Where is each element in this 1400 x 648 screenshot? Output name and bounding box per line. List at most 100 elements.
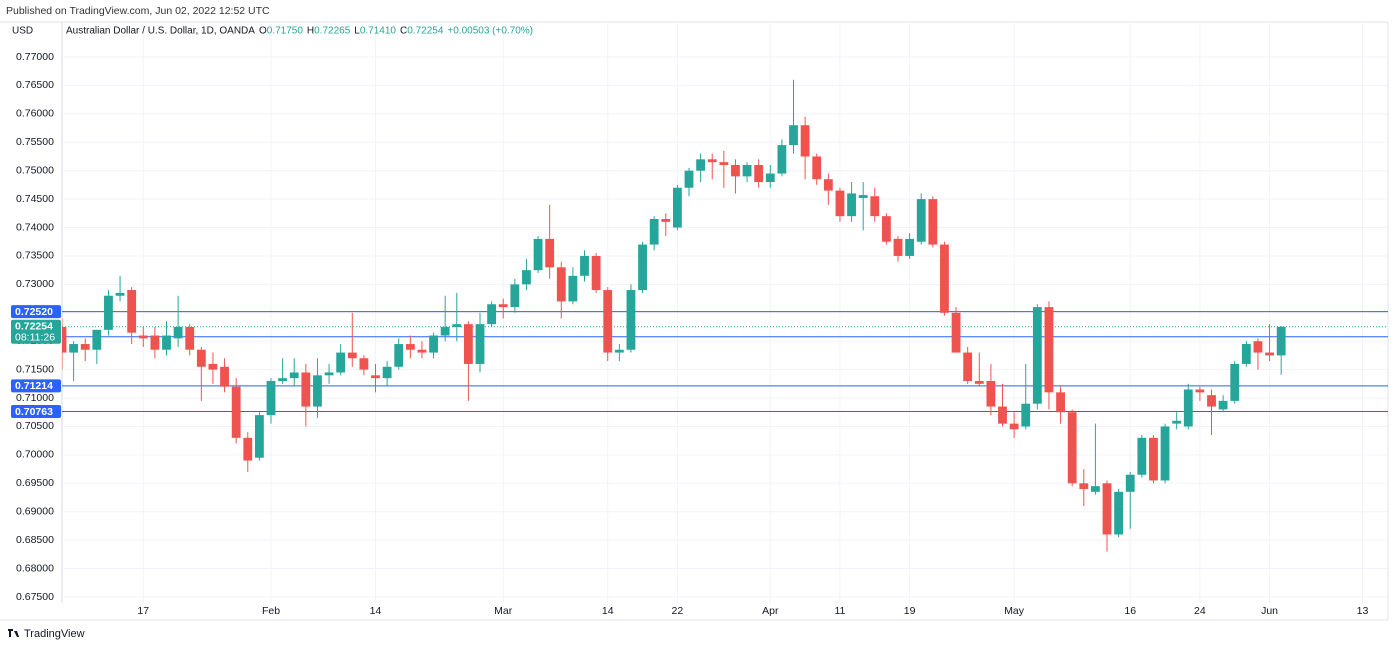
candle-body bbox=[347, 352, 357, 359]
candle-body bbox=[812, 156, 822, 180]
ohlc-value: 0.71750 bbox=[267, 26, 304, 37]
candle-body bbox=[638, 244, 647, 291]
candle-body bbox=[127, 290, 137, 333]
candle-body bbox=[916, 199, 926, 242]
candle-body bbox=[104, 295, 113, 330]
candle-body bbox=[173, 326, 183, 339]
candle-body bbox=[998, 406, 1007, 424]
candle-body bbox=[626, 290, 636, 350]
x-tick-label: Apr bbox=[762, 605, 779, 617]
candle-body bbox=[1218, 400, 1228, 410]
candle-body bbox=[893, 238, 903, 256]
level-label-box bbox=[11, 305, 61, 319]
candle-body bbox=[603, 290, 613, 353]
x-tick-label: 22 bbox=[672, 605, 684, 617]
candle-body bbox=[196, 349, 206, 367]
level-label-box bbox=[11, 405, 61, 419]
candle-body bbox=[185, 326, 195, 350]
candle-body bbox=[1207, 395, 1216, 407]
y-tick-label: 0.74000 bbox=[16, 221, 54, 233]
candle-body bbox=[533, 238, 543, 271]
candle-body bbox=[1079, 483, 1089, 489]
x-tick-label: 14 bbox=[370, 605, 382, 617]
y-tick-label: 0.73000 bbox=[16, 278, 54, 290]
x-tick-label: 24 bbox=[1194, 605, 1206, 617]
x-tick-label: 13 bbox=[1357, 605, 1369, 617]
ohlc-key: H bbox=[307, 26, 314, 37]
candle-body bbox=[835, 190, 845, 217]
candle-body bbox=[951, 312, 961, 353]
candle-body bbox=[405, 344, 415, 350]
last-price-label: 0.72254 bbox=[15, 321, 53, 333]
candle-body bbox=[1044, 307, 1054, 393]
y-tick-label: 0.70500 bbox=[16, 420, 54, 432]
candle-body bbox=[789, 125, 798, 146]
candle-body bbox=[1067, 412, 1077, 484]
y-tick-label: 0.71500 bbox=[16, 363, 54, 375]
y-tick-label: 0.77000 bbox=[16, 51, 54, 63]
x-tick-label: Jun bbox=[1261, 605, 1278, 617]
ohlc-key: L bbox=[354, 26, 360, 37]
candle-body bbox=[1195, 389, 1205, 393]
candle-body bbox=[62, 326, 67, 353]
candle-body bbox=[162, 335, 171, 350]
candle-body bbox=[963, 352, 973, 381]
candle-body bbox=[69, 344, 79, 353]
y-tick-label: 0.75000 bbox=[16, 164, 54, 176]
level-label: 0.70763 bbox=[15, 406, 53, 418]
candle-body bbox=[672, 187, 682, 228]
x-tick-label: 14 bbox=[602, 605, 614, 617]
candle-body bbox=[371, 375, 380, 379]
candle-body bbox=[1114, 491, 1124, 535]
candle-body bbox=[510, 284, 520, 308]
candle-body bbox=[359, 358, 369, 370]
x-tick-label: 16 bbox=[1124, 605, 1136, 617]
candle-body bbox=[731, 165, 740, 177]
candle-body bbox=[452, 324, 462, 327]
candle-body bbox=[475, 324, 485, 364]
candle-body bbox=[1056, 392, 1065, 413]
candle-body bbox=[974, 380, 984, 384]
candle-body bbox=[313, 375, 322, 407]
candle-body bbox=[1021, 403, 1031, 427]
candle-body bbox=[1032, 307, 1042, 404]
candle-body bbox=[336, 352, 346, 373]
candle-body bbox=[847, 193, 856, 217]
candle-body bbox=[1102, 483, 1112, 535]
candle-body bbox=[1160, 426, 1170, 481]
candle-body bbox=[80, 344, 90, 350]
candle-body bbox=[301, 372, 311, 407]
candle-body bbox=[614, 349, 624, 353]
candle-body bbox=[800, 125, 810, 157]
candle-body bbox=[429, 335, 438, 353]
y-tick-label: 0.70000 bbox=[16, 449, 54, 461]
y-tick-label: 0.69500 bbox=[16, 477, 54, 489]
candle-body bbox=[1009, 423, 1019, 430]
candle-body bbox=[266, 380, 276, 416]
candle-body bbox=[1125, 474, 1135, 492]
y-tick-label: 0.76500 bbox=[16, 79, 54, 91]
y-tick-label: 0.68000 bbox=[16, 562, 54, 574]
candle-body bbox=[696, 159, 706, 171]
candle-body bbox=[777, 145, 787, 174]
candle-body bbox=[440, 326, 450, 336]
candle-body bbox=[1172, 420, 1182, 424]
level-label: 0.71214 bbox=[15, 380, 53, 392]
candle-body bbox=[208, 363, 218, 370]
candle-body bbox=[1253, 341, 1263, 353]
candle-body bbox=[684, 170, 694, 188]
currency: USD bbox=[12, 26, 33, 37]
level-label: 0.72520 bbox=[15, 306, 53, 318]
candle-body bbox=[754, 165, 764, 183]
y-tick-label: 0.74500 bbox=[16, 193, 54, 205]
candle-body bbox=[115, 292, 125, 296]
candle-body bbox=[417, 349, 427, 353]
level-label-box bbox=[11, 379, 61, 393]
candle-body bbox=[765, 173, 775, 183]
candle-body bbox=[719, 162, 729, 166]
x-tick-label: 19 bbox=[904, 605, 916, 617]
candle-body bbox=[928, 199, 938, 245]
candle-body bbox=[742, 165, 752, 177]
candle-body bbox=[580, 255, 589, 276]
